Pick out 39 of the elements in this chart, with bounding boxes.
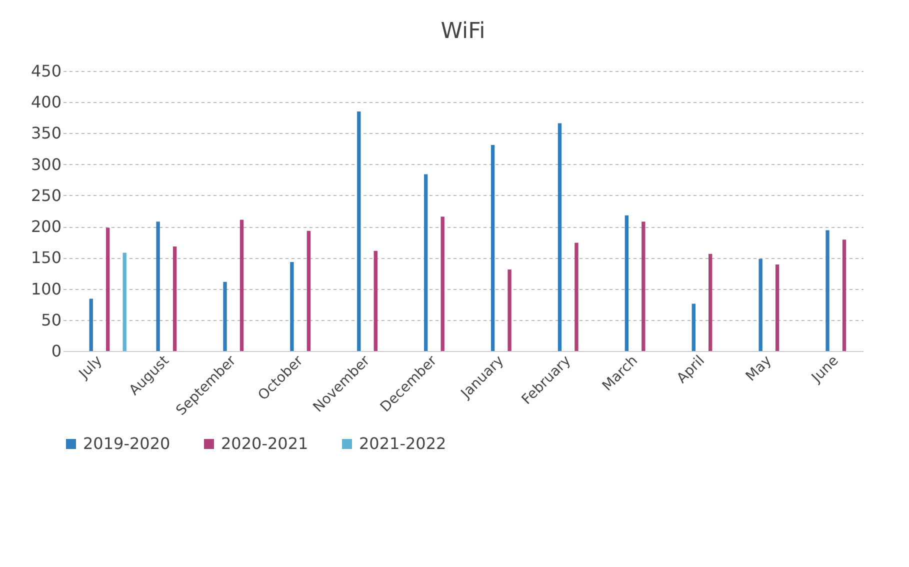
bar [374,250,378,351]
bar [290,262,294,351]
legend-label: 2019-2020 [83,434,170,453]
y-tick-label: 50 [41,310,62,330]
bar [106,228,110,351]
bar [122,252,126,351]
bar [624,215,629,351]
bar [440,216,444,351]
bar [306,230,311,351]
chart-title: WiFi [440,19,486,44]
legend-label: 2021-2022 [359,434,446,453]
y-tick-label: 400 [30,92,62,112]
y-tick-label: 450 [30,62,62,80]
y-tick-label: 250 [30,186,62,205]
bar [223,282,227,351]
bar [758,258,762,351]
y-tick-label: 150 [30,248,62,268]
bar [156,222,160,351]
legend-label: 2020-2021 [221,434,308,453]
y-tick-label: 0 [51,342,62,360]
y-tick-label: 200 [30,217,62,236]
bar [642,222,646,351]
bar [574,242,578,351]
bar [424,174,428,351]
y-tick-label: 100 [30,279,62,298]
bar [775,264,780,351]
bar [490,145,495,351]
bar [826,230,830,351]
bar [692,304,696,351]
bar [89,298,93,351]
bar [708,254,712,351]
bar [558,123,562,351]
bar [842,240,846,351]
bar [172,246,177,351]
y-tick-label: 350 [30,124,62,143]
bar [508,269,512,351]
y-tick-label: 300 [30,154,62,174]
bar [357,111,361,351]
bar [240,220,244,351]
